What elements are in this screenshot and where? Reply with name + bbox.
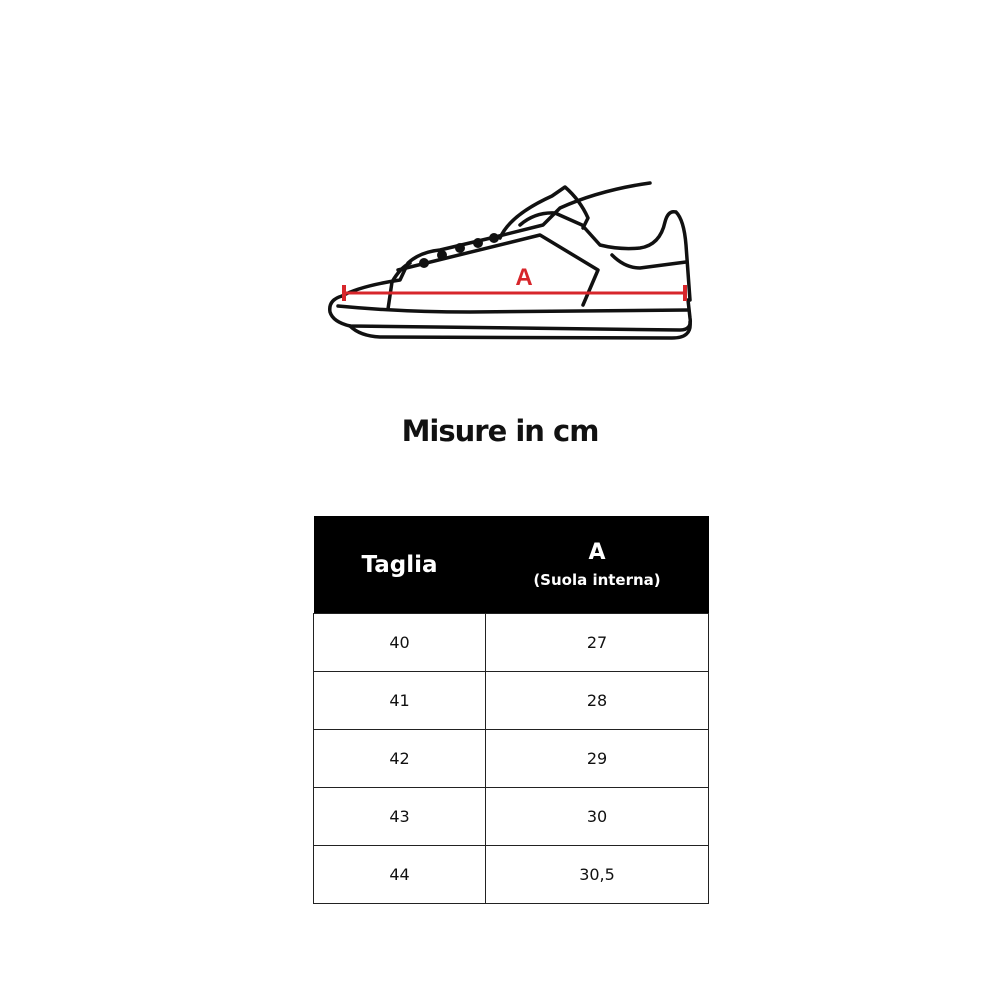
table-row: 40 27: [313, 613, 709, 672]
header-a: A (Suola interna): [485, 516, 709, 614]
cell-a: 28: [485, 671, 709, 730]
laces: [419, 233, 499, 268]
measure-label-a: A: [515, 264, 532, 291]
size-table: Taglia A (Suola interna) 40 27 41 28 42 29 …: [313, 516, 709, 904]
cell-a: 30: [485, 787, 709, 846]
cell-a: 30,5: [485, 845, 709, 904]
cell-size: 42: [313, 729, 486, 788]
page-title: Misure in cm: [401, 414, 600, 448]
table-row: 44 30,5: [313, 845, 709, 904]
shoe-diagram: A: [328, 181, 693, 340]
cell-size: 41: [313, 671, 486, 730]
table-row: 43 30: [313, 787, 709, 846]
cell-a: 29: [485, 729, 709, 788]
table-row: 42 29: [313, 729, 709, 788]
table-row: 41 28: [313, 671, 709, 730]
cell-a: 27: [485, 613, 709, 672]
cell-size: 43: [313, 787, 486, 846]
measure-line-a: [342, 285, 687, 301]
header-size: Taglia: [313, 516, 486, 614]
header-a-label: A: [588, 540, 606, 565]
shoe-outline: [328, 181, 693, 340]
table-header: Taglia A (Suola interna): [313, 516, 709, 614]
header-a-sub: (Suola interna): [533, 571, 661, 589]
cell-size: 44: [313, 845, 486, 904]
cell-size: 40: [313, 613, 486, 672]
